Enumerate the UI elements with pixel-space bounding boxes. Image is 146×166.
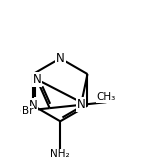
Text: NH₂: NH₂ <box>50 149 70 159</box>
Text: N: N <box>32 73 41 86</box>
Text: N: N <box>77 98 85 111</box>
Text: N: N <box>29 99 37 112</box>
Text: Br: Br <box>22 106 33 116</box>
Text: N: N <box>56 52 65 65</box>
Text: CH₃: CH₃ <box>97 92 116 102</box>
